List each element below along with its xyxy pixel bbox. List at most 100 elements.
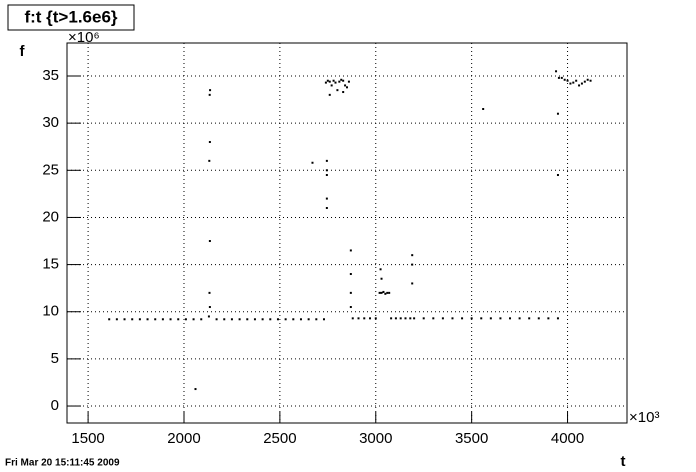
point <box>518 317 521 320</box>
x-tick-label: 2500 <box>263 430 296 447</box>
point <box>578 84 581 87</box>
point <box>208 306 211 309</box>
point <box>184 318 187 321</box>
point <box>556 317 559 320</box>
point <box>509 317 512 320</box>
point <box>378 291 381 294</box>
point <box>411 282 414 285</box>
point <box>349 291 352 294</box>
y-tick-label: 10 <box>42 303 59 320</box>
point <box>325 159 328 162</box>
title-box <box>7 4 135 31</box>
point <box>409 317 412 320</box>
point <box>334 81 337 84</box>
point <box>556 174 559 177</box>
point <box>394 317 397 320</box>
point <box>572 81 575 84</box>
point <box>340 78 343 81</box>
point <box>566 79 569 82</box>
point <box>555 70 558 73</box>
x-multiplier: ×10³ <box>629 409 659 426</box>
point <box>108 318 111 321</box>
point <box>482 108 485 111</box>
point <box>380 291 383 294</box>
point <box>556 112 559 115</box>
point <box>200 318 203 321</box>
point <box>238 318 241 321</box>
point <box>131 318 134 321</box>
point <box>380 277 383 280</box>
point <box>115 318 118 321</box>
point <box>208 93 211 96</box>
point <box>404 317 407 320</box>
point <box>411 254 414 257</box>
point <box>177 318 180 321</box>
point <box>344 84 347 87</box>
y-tick-label: 20 <box>42 208 59 225</box>
point <box>325 169 328 172</box>
x-tick-label: 3000 <box>359 430 392 447</box>
point <box>322 318 325 321</box>
point <box>382 290 385 293</box>
point <box>580 82 583 85</box>
point <box>246 318 249 321</box>
point <box>349 249 352 252</box>
y-axis-label: f <box>20 43 26 60</box>
point <box>349 273 352 276</box>
y-tick-label: 35 <box>42 67 59 84</box>
point <box>384 292 387 295</box>
y-tick-label: 30 <box>42 114 59 131</box>
point <box>276 318 279 321</box>
point <box>575 79 578 82</box>
point <box>138 318 141 321</box>
point <box>589 79 592 82</box>
y-tick-label: 0 <box>51 397 59 414</box>
point <box>192 318 195 321</box>
point <box>154 318 157 321</box>
point <box>342 91 345 94</box>
point <box>194 388 197 391</box>
timestamp: Fri Mar 20 15:11:45 2009 <box>5 458 120 469</box>
point <box>560 76 563 79</box>
point <box>325 174 328 177</box>
x-tick-label: 1500 <box>71 430 104 447</box>
point <box>347 80 350 83</box>
point <box>537 317 540 320</box>
point <box>208 159 211 162</box>
point <box>328 80 331 83</box>
point <box>223 318 226 321</box>
point <box>569 82 572 85</box>
point <box>253 318 256 321</box>
point <box>209 89 212 92</box>
point <box>557 76 560 79</box>
point <box>332 79 335 82</box>
y-tick-label: 25 <box>42 161 59 178</box>
point <box>386 291 389 294</box>
x-tick-label: 4000 <box>551 430 584 447</box>
point <box>207 315 210 318</box>
point <box>325 207 328 210</box>
point <box>369 317 372 320</box>
point <box>146 318 149 321</box>
plot-frame <box>66 42 628 424</box>
point <box>299 318 302 321</box>
point <box>586 78 589 81</box>
point <box>208 141 211 144</box>
point <box>169 318 172 321</box>
point <box>230 318 233 321</box>
y-tick-label: 15 <box>42 256 59 273</box>
point <box>328 93 331 96</box>
x-tick-label: 2000 <box>167 430 200 447</box>
point <box>336 89 339 92</box>
point <box>374 317 377 320</box>
point <box>413 317 416 320</box>
point <box>461 317 464 320</box>
point <box>215 318 218 321</box>
point <box>208 240 211 243</box>
point <box>470 317 473 320</box>
point <box>357 317 360 320</box>
point <box>315 318 318 321</box>
point <box>338 80 341 83</box>
point <box>441 317 444 320</box>
